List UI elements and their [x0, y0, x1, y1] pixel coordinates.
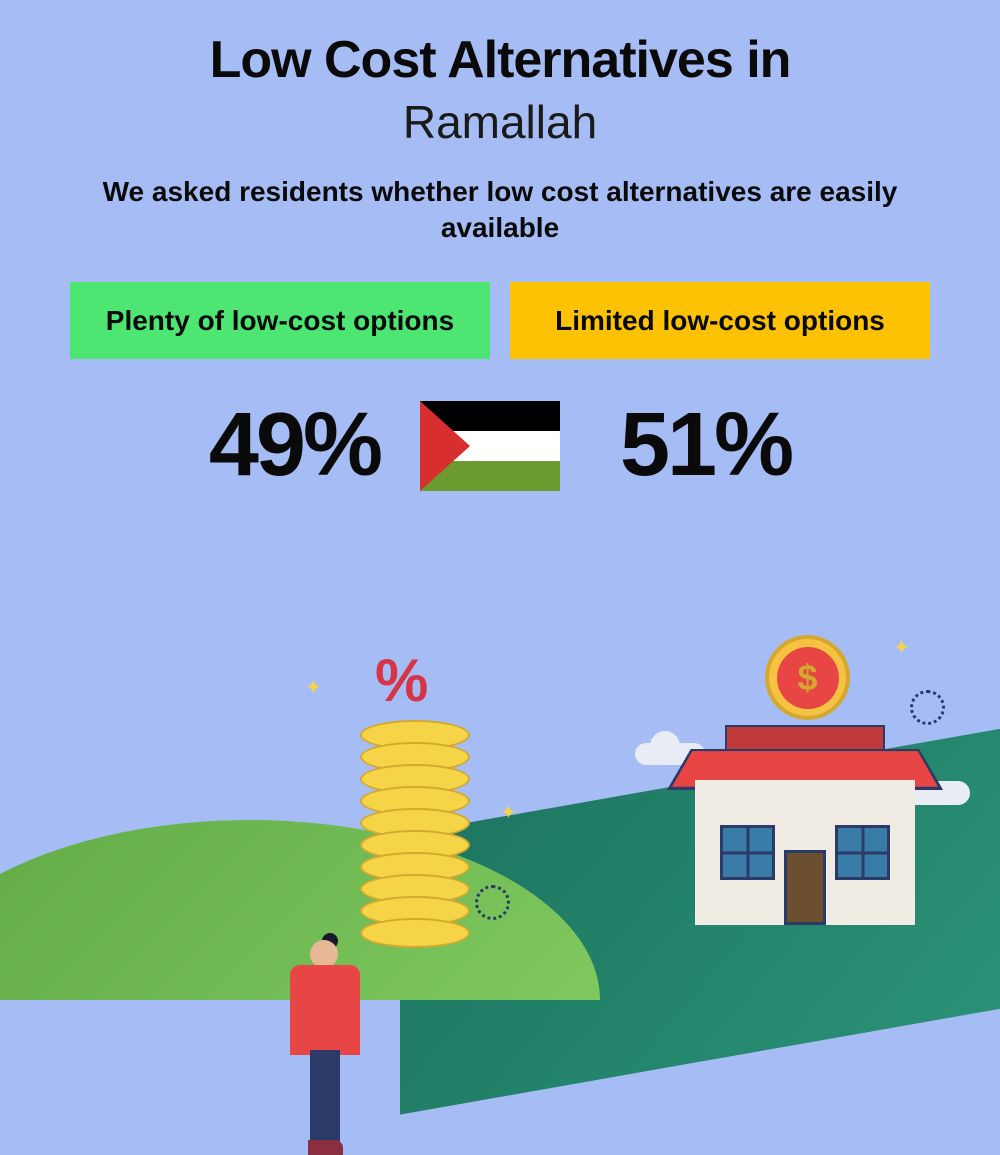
title-city: Ramallah [0, 95, 1000, 149]
percent-symbol-icon: % [375, 646, 428, 715]
percentages-row: 49% 51% [0, 394, 1000, 497]
person-body [290, 965, 360, 1055]
percent-limited: 51% [620, 394, 791, 497]
sparkle-icon: ✦ [305, 675, 322, 700]
infographic-container: Low Cost Alternatives in Ramallah We ask… [0, 0, 1000, 1000]
dotted-circle-icon [475, 885, 510, 920]
coin-stack-icon [360, 720, 470, 940]
option-box-plenty: Plenty of low-cost options [70, 282, 490, 360]
person-head [310, 940, 338, 968]
person-legs [310, 1050, 340, 1145]
dotted-circle-icon [910, 690, 945, 725]
dollar-coin-icon: $ [765, 635, 850, 720]
illustration-area: ✦ ✦ ✦ $ % [0, 620, 1000, 1000]
house-body [695, 780, 915, 925]
flag-triangle-red [420, 401, 470, 491]
percent-plenty: 49% [209, 394, 380, 497]
dollar-symbol: $ [777, 647, 839, 709]
person-shoes [308, 1140, 343, 1155]
house-window [720, 825, 775, 880]
sparkle-icon: ✦ [893, 635, 910, 660]
house-icon [695, 780, 915, 925]
house-window [835, 825, 890, 880]
options-row: Plenty of low-cost options Limited low-c… [0, 282, 1000, 360]
house-door [784, 850, 826, 925]
subtitle-text: We asked residents whether low cost alte… [0, 174, 1000, 247]
palestine-flag-icon [420, 401, 560, 491]
sparkle-icon: ✦ [500, 800, 517, 825]
title-main: Low Cost Alternatives in [0, 0, 1000, 90]
coin [360, 918, 470, 948]
option-box-limited: Limited low-cost options [510, 282, 930, 360]
